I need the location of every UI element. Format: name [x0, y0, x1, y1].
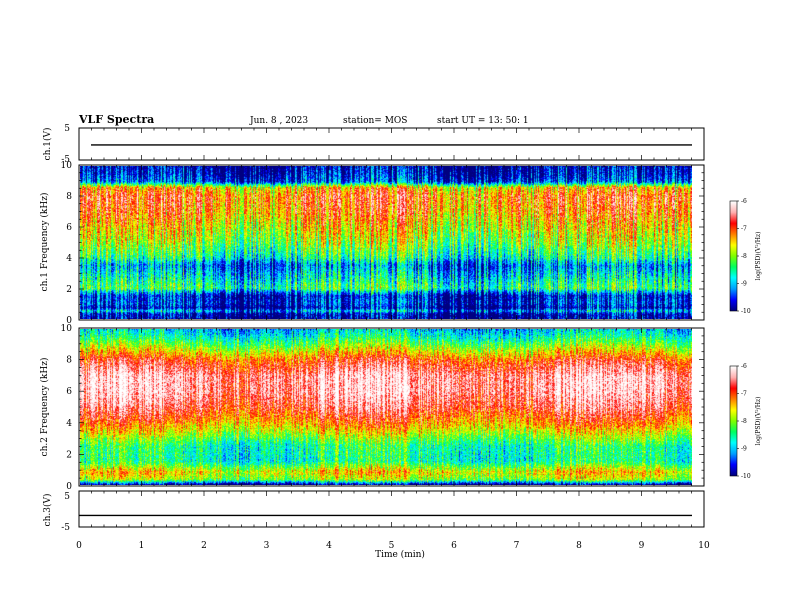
ch1-ytick-top: 5 [64, 124, 70, 134]
freq-tick-label: 0 [66, 482, 72, 492]
colorbar-tick-label: -8 [741, 418, 747, 425]
colorbar-tick-label: -10 [741, 308, 751, 315]
ch3-waveform-ylabel: ch.3(V) [42, 494, 53, 527]
ch3-waveform-frame [78, 490, 705, 528]
time-tick-label: 9 [639, 541, 645, 551]
time-tick-label: 1 [139, 541, 145, 551]
station-label: station= MOS [343, 116, 407, 126]
freq-tick-label: 0 [66, 316, 72, 326]
ch2-spectrogram-panel: 0 2 4 6 8 10 ch.2 Frequency (kHz) -6 -7 -8 -9 -10… [39, 324, 762, 492]
freq-tick-label: 6 [66, 387, 72, 397]
ch1-colorbar-label: log(PSD)(V²/Hz) [755, 232, 762, 281]
ch1-ytick-bottom: -5 [61, 155, 70, 165]
colorbar-tick-label: -9 [741, 446, 747, 453]
time-tick-label: 2 [201, 541, 207, 551]
freq-tick-label: 8 [66, 192, 72, 202]
ch3-waveform-ticks [78, 491, 705, 527]
freq-tick-label: 8 [66, 356, 72, 366]
figure-title: VLF Spectra [78, 113, 154, 126]
ch3-ytick-top: 5 [64, 492, 70, 502]
ch1-spectrogram-ticks [78, 164, 705, 321]
freq-tick-label: 4 [66, 254, 72, 264]
ch1-waveform-ylabel: ch.1(V) [42, 128, 53, 161]
freq-tick-label: 10 [61, 161, 73, 171]
freq-tick-label: 6 [66, 223, 72, 233]
time-tick-label: 3 [264, 541, 270, 551]
date-label: Jun. 8 , 2023 [249, 116, 308, 126]
ch2-spectrogram-ylabel: ch.2 Frequency (kHz) [39, 358, 50, 457]
ch2-colorbar-label: log(PSD)(V²/Hz) [755, 397, 762, 446]
colorbar-tick-label: -8 [741, 253, 747, 260]
ch2-spectrogram-ticks [78, 327, 705, 487]
ch1-spectrogram-image [80, 166, 692, 319]
freq-tick-label: 10 [61, 324, 73, 334]
ch2-spectrogram-image [80, 329, 692, 485]
time-axis-tick-labels: 0 1 2 3 4 5 6 7 8 9 10 [76, 541, 710, 551]
ch2-colorbar [730, 366, 737, 476]
ch3-ytick-bottom: -5 [61, 523, 70, 533]
time-tick-label: 4 [326, 541, 332, 551]
ch2-colorbar-ticks: -6 -7 -8 -9 -10 [737, 363, 751, 480]
time-tick-label: 0 [76, 541, 82, 551]
ch1-colorbar-ticks: -6 -7 -8 -9 -10 [737, 198, 751, 315]
ch1-waveform-ticks [78, 128, 705, 160]
freq-tick-label: 4 [66, 419, 72, 429]
freq-tick-label: 2 [66, 450, 72, 460]
freq-tick-label: 2 [66, 285, 72, 295]
ch1-spectrogram-ylabel: ch.1 Frequency (kHz) [39, 193, 50, 292]
colorbar-tick-label: -6 [741, 363, 747, 370]
time-tick-label: 5 [389, 541, 395, 551]
colorbar-tick-label: -7 [741, 391, 747, 398]
colorbar-tick-label: -9 [741, 281, 747, 288]
ch1-colorbar [730, 201, 737, 311]
ch2-spectrogram-ytick-labels: 0 2 4 6 8 10 [61, 324, 73, 492]
colorbar-tick-label: -6 [741, 198, 747, 205]
colorbar-tick-label: -7 [741, 226, 747, 233]
time-axis-label: Time (min) [375, 549, 425, 560]
ch1-spectrogram-ytick-labels: 0 2 4 6 8 10 [61, 161, 73, 326]
time-tick-label: 10 [698, 541, 710, 551]
start-time-label: start UT = 13: 50: 1 [437, 116, 529, 126]
time-tick-label: 6 [451, 541, 457, 551]
time-tick-label: 7 [514, 541, 520, 551]
time-tick-label: 8 [576, 541, 582, 551]
colorbar-tick-label: -10 [741, 473, 751, 480]
ch3-waveform-panel: 5 -5 ch.3(V) [42, 490, 705, 533]
ch1-spectrogram-panel: 0 2 4 6 8 10 ch.1 Frequency (kHz) -6 -7 -8 -9 -10… [39, 161, 762, 326]
ch1-waveform-panel: 5 -5 ch.1(V) [42, 124, 705, 165]
